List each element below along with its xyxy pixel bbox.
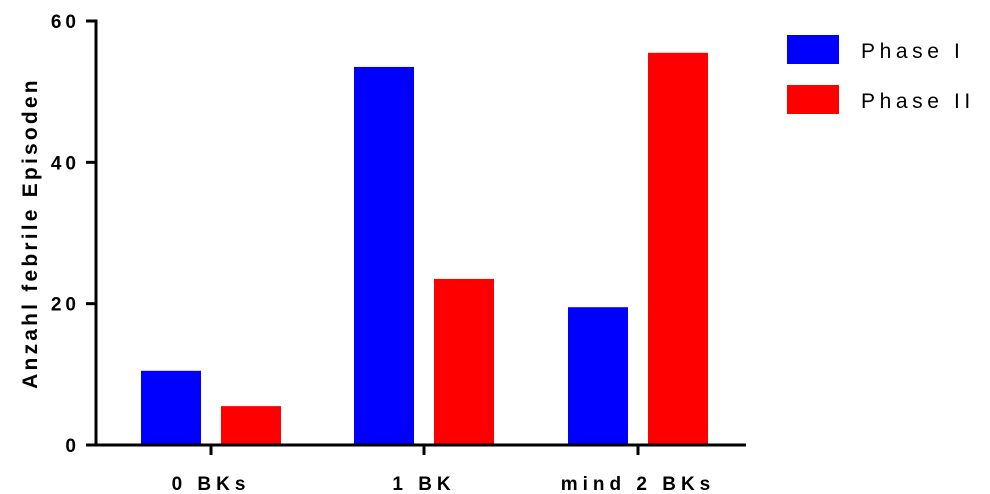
y-tick-label: 20 (51, 295, 80, 316)
bar-phase-2 (434, 278, 494, 445)
y-tick-label: 40 (51, 153, 80, 174)
y-ticks-group: 0 20 40 60 (51, 12, 96, 457)
y-axis-title: Anzahl febrile Episoden (19, 77, 42, 389)
y-tick-label: 60 (51, 12, 80, 33)
legend-swatch (787, 35, 839, 64)
bar-phase-2 (221, 406, 281, 445)
bar-phase-1 (141, 370, 201, 445)
legend-swatch (787, 85, 839, 114)
legend-label: Phase II (861, 90, 975, 113)
bars-group (141, 52, 708, 446)
legend-label: Phase I (861, 40, 964, 63)
bar-phase-1 (354, 66, 414, 445)
bar-phase-2 (648, 52, 708, 446)
legend: Phase I Phase II (787, 35, 975, 114)
y-tick-label: 0 (65, 436, 80, 457)
x-tick-label: 0 BKs (172, 474, 251, 494)
x-tick-label: mind 2 BKs (561, 474, 716, 494)
x-ticks-group: 0 BKs 1 BK mind 2 BKs (172, 445, 716, 494)
x-tick-label: 1 BK (392, 474, 455, 494)
bar-phase-1 (568, 307, 628, 445)
